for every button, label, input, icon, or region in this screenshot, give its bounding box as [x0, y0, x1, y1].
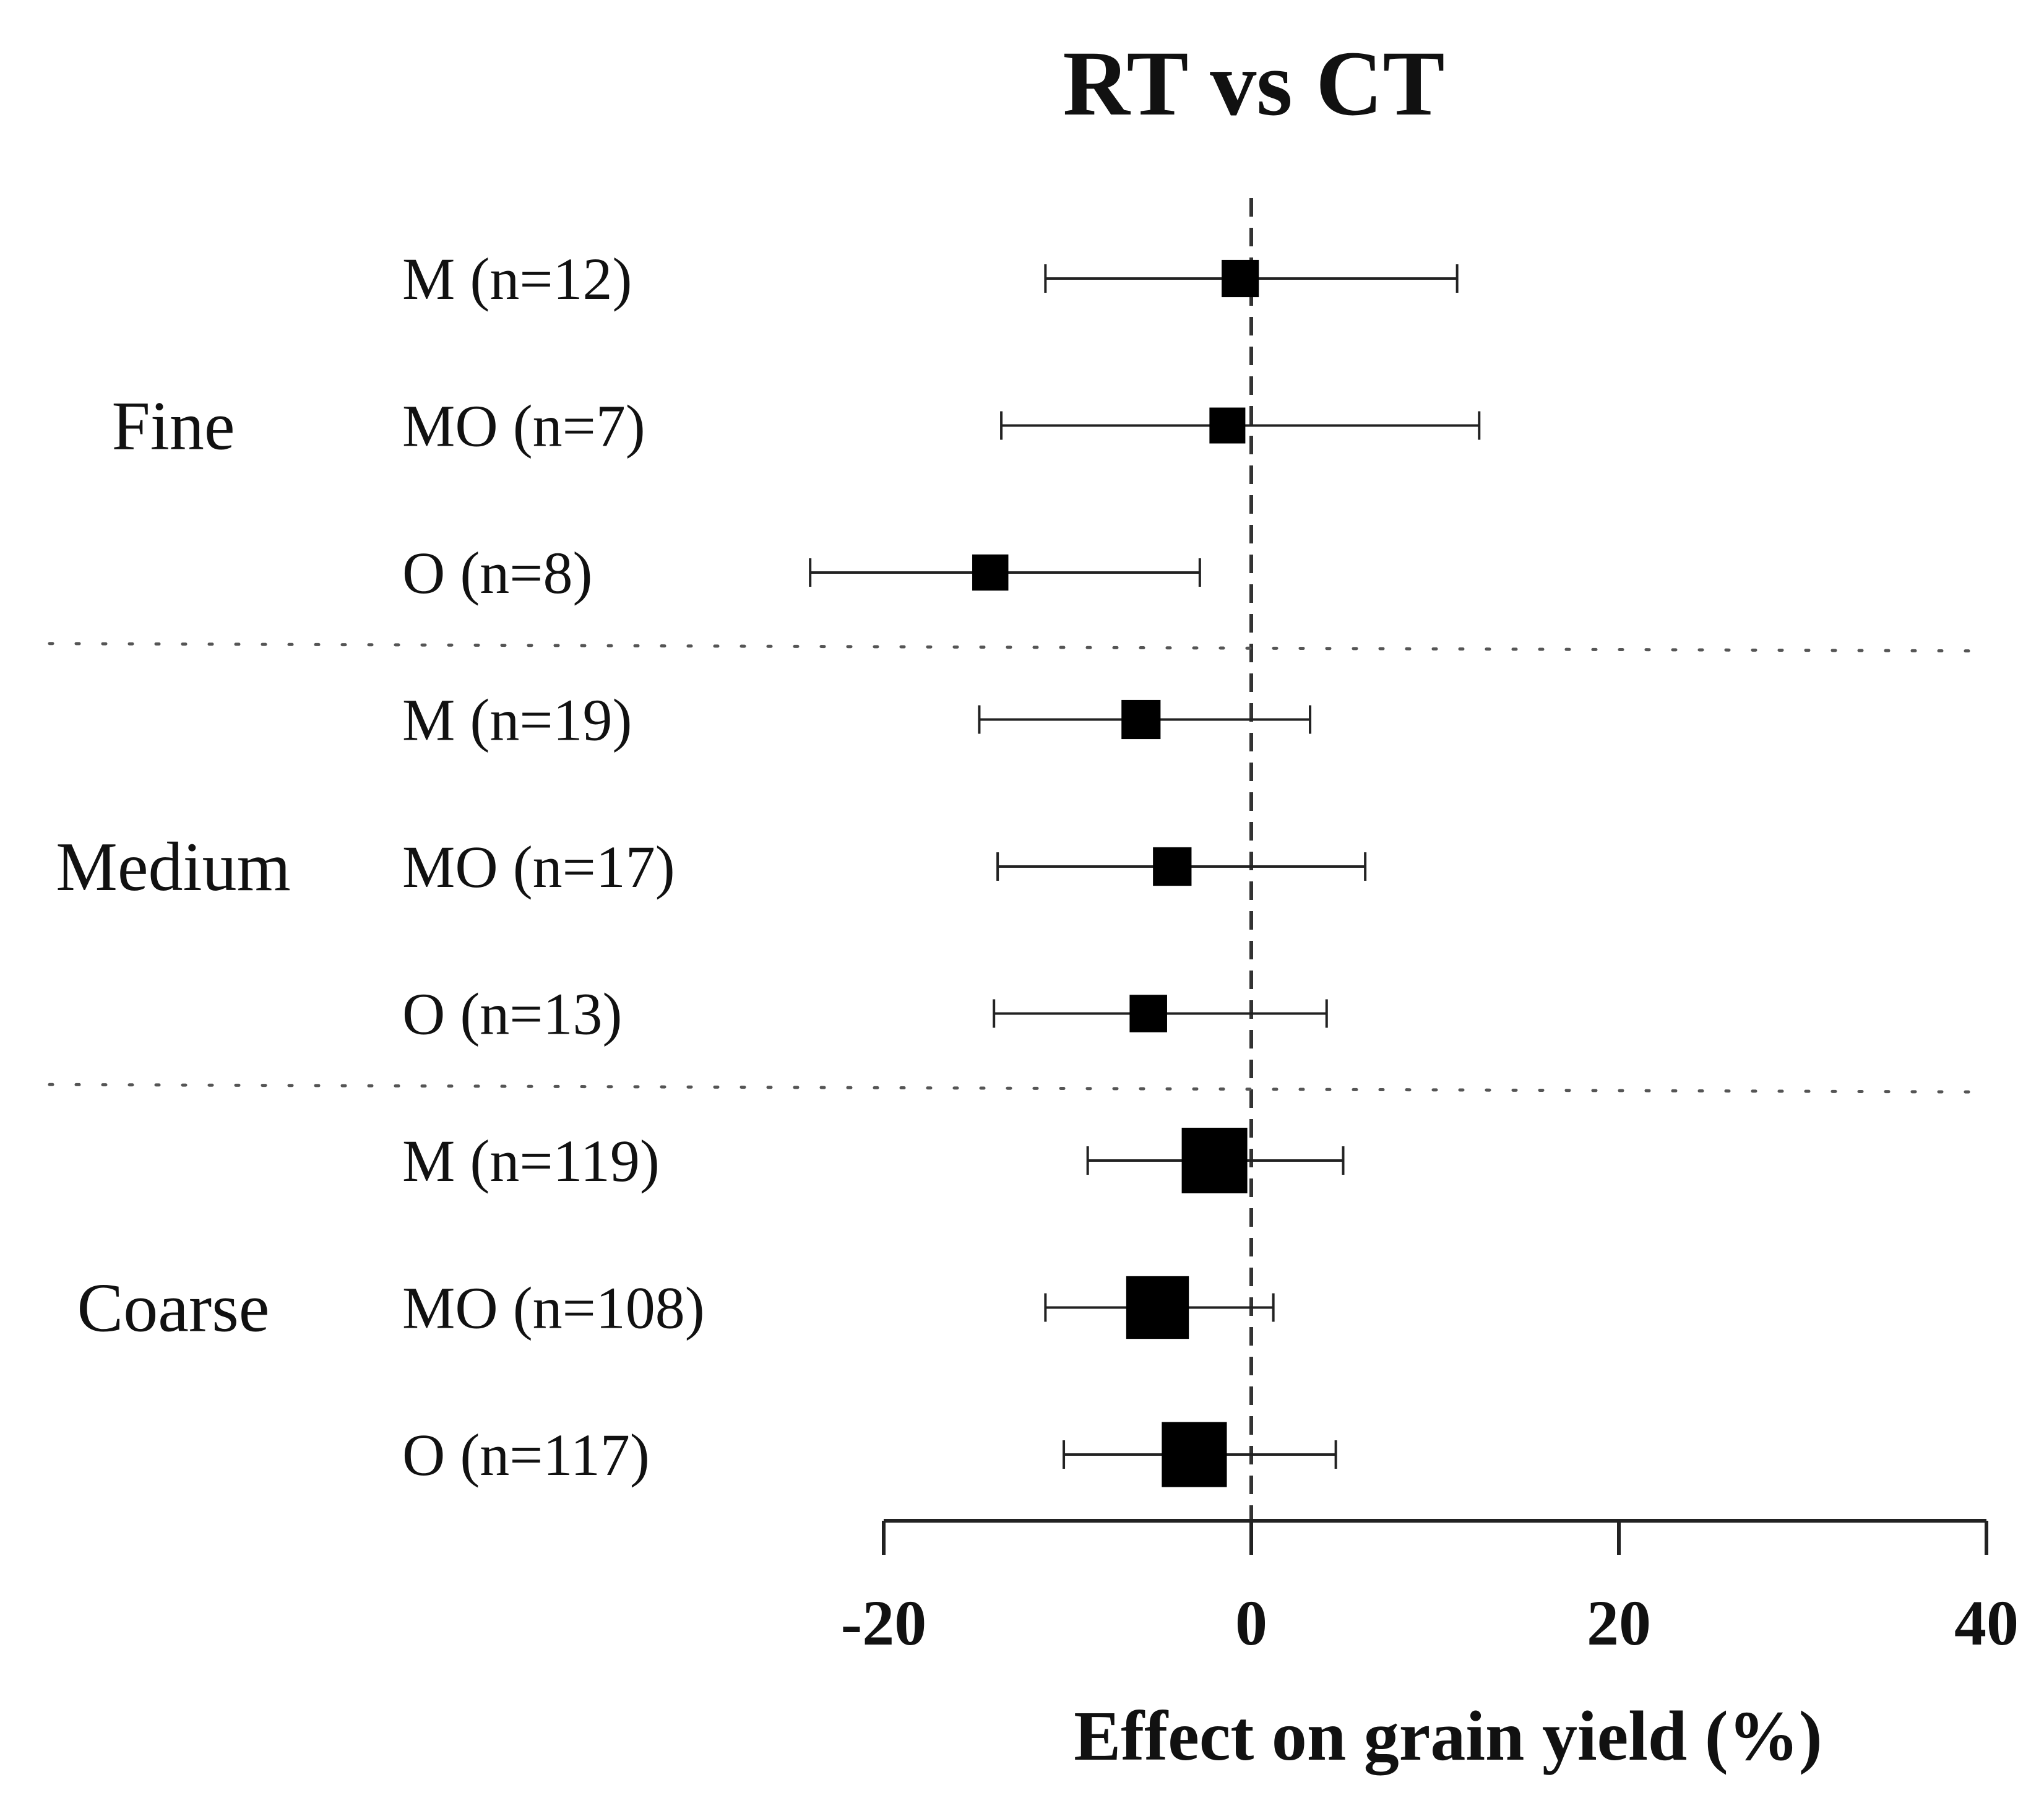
point-estimate [1181, 1128, 1248, 1193]
row-label: MO (n=7) [402, 393, 645, 459]
point-estimate [1126, 1276, 1189, 1339]
group-separator [48, 642, 1982, 653]
x-tick-label: 20 [1587, 1588, 1651, 1659]
point-estimate [1129, 995, 1167, 1032]
row-label: MO (n=108) [402, 1275, 705, 1341]
plot-area: Fine M (n=12) MO (n=7) O (n=8) Medium M (n=19… [48, 198, 2019, 1659]
row-label: O (n=8) [402, 540, 592, 606]
row-label: O (n=117) [402, 1422, 650, 1488]
point-estimate [1222, 259, 1259, 298]
x-tick-label: 40 [1954, 1588, 2019, 1659]
point-estimate [1153, 847, 1192, 886]
x-tick-label: -20 [841, 1588, 927, 1659]
x-tick-label: 0 [1235, 1588, 1267, 1659]
point-estimate [1209, 407, 1246, 444]
row-label: M (n=119) [402, 1128, 660, 1194]
row-label: MO (n=17) [402, 834, 675, 900]
row-label: O (n=13) [402, 981, 622, 1047]
group-label-coarse: Coarse [77, 1270, 269, 1347]
group-separator [48, 1083, 1982, 1094]
group-label-medium: Medium [56, 829, 291, 906]
row-label: M (n=19) [402, 687, 632, 753]
group-label-fine: Fine [111, 388, 235, 465]
point-estimate [1162, 1422, 1227, 1487]
chart-title: RT vs CT [1063, 32, 1444, 135]
point-estimate [1121, 699, 1161, 740]
x-axis-label: Effect on grain yield (%) [1074, 1697, 1822, 1775]
point-estimate [972, 554, 1009, 591]
row-label: M (n=12) [402, 246, 632, 312]
